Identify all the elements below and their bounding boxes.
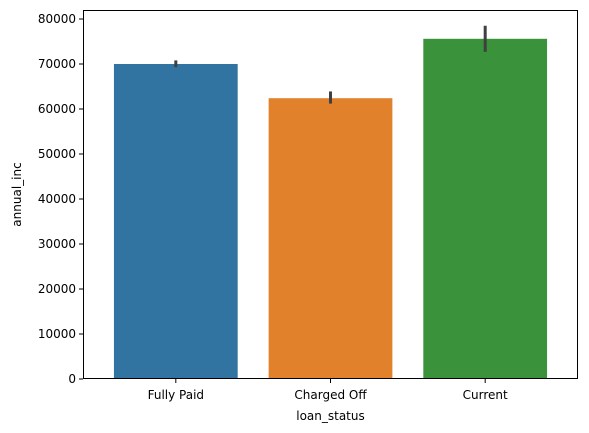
y-tick-label: 20000	[38, 282, 76, 296]
x-axis-title: loan_status	[296, 409, 365, 423]
y-tick-label: 60000	[38, 102, 76, 116]
bar-current	[423, 38, 548, 380]
y-tick-label: 30000	[38, 237, 76, 251]
y-tick-label: 0	[68, 372, 76, 386]
bars-layer	[113, 38, 548, 380]
x-tick-label: Current	[463, 388, 508, 402]
plot-frame	[83, 10, 578, 379]
x-tick-label: Charged Off	[294, 388, 367, 402]
bar-fully-paid	[113, 64, 238, 379]
x-tick-label: Fully Paid	[148, 388, 204, 402]
y-tick-label: 80000	[38, 12, 76, 26]
y-tick-label: 50000	[38, 147, 76, 161]
y-axis-title: annual_inc	[10, 162, 24, 226]
y-tick-label: 70000	[38, 57, 76, 71]
x-axis-ticks: Fully Paid Charged Off Current	[148, 379, 508, 402]
bar-charged-off	[268, 98, 393, 379]
y-tick-label: 40000	[38, 192, 76, 206]
error-bars-layer	[174, 25, 487, 104]
y-axis-ticks: 0 10000 20000 30000 40000 50000 60000 70000 8000…	[38, 12, 83, 386]
y-tick-label: 10000	[38, 327, 76, 341]
